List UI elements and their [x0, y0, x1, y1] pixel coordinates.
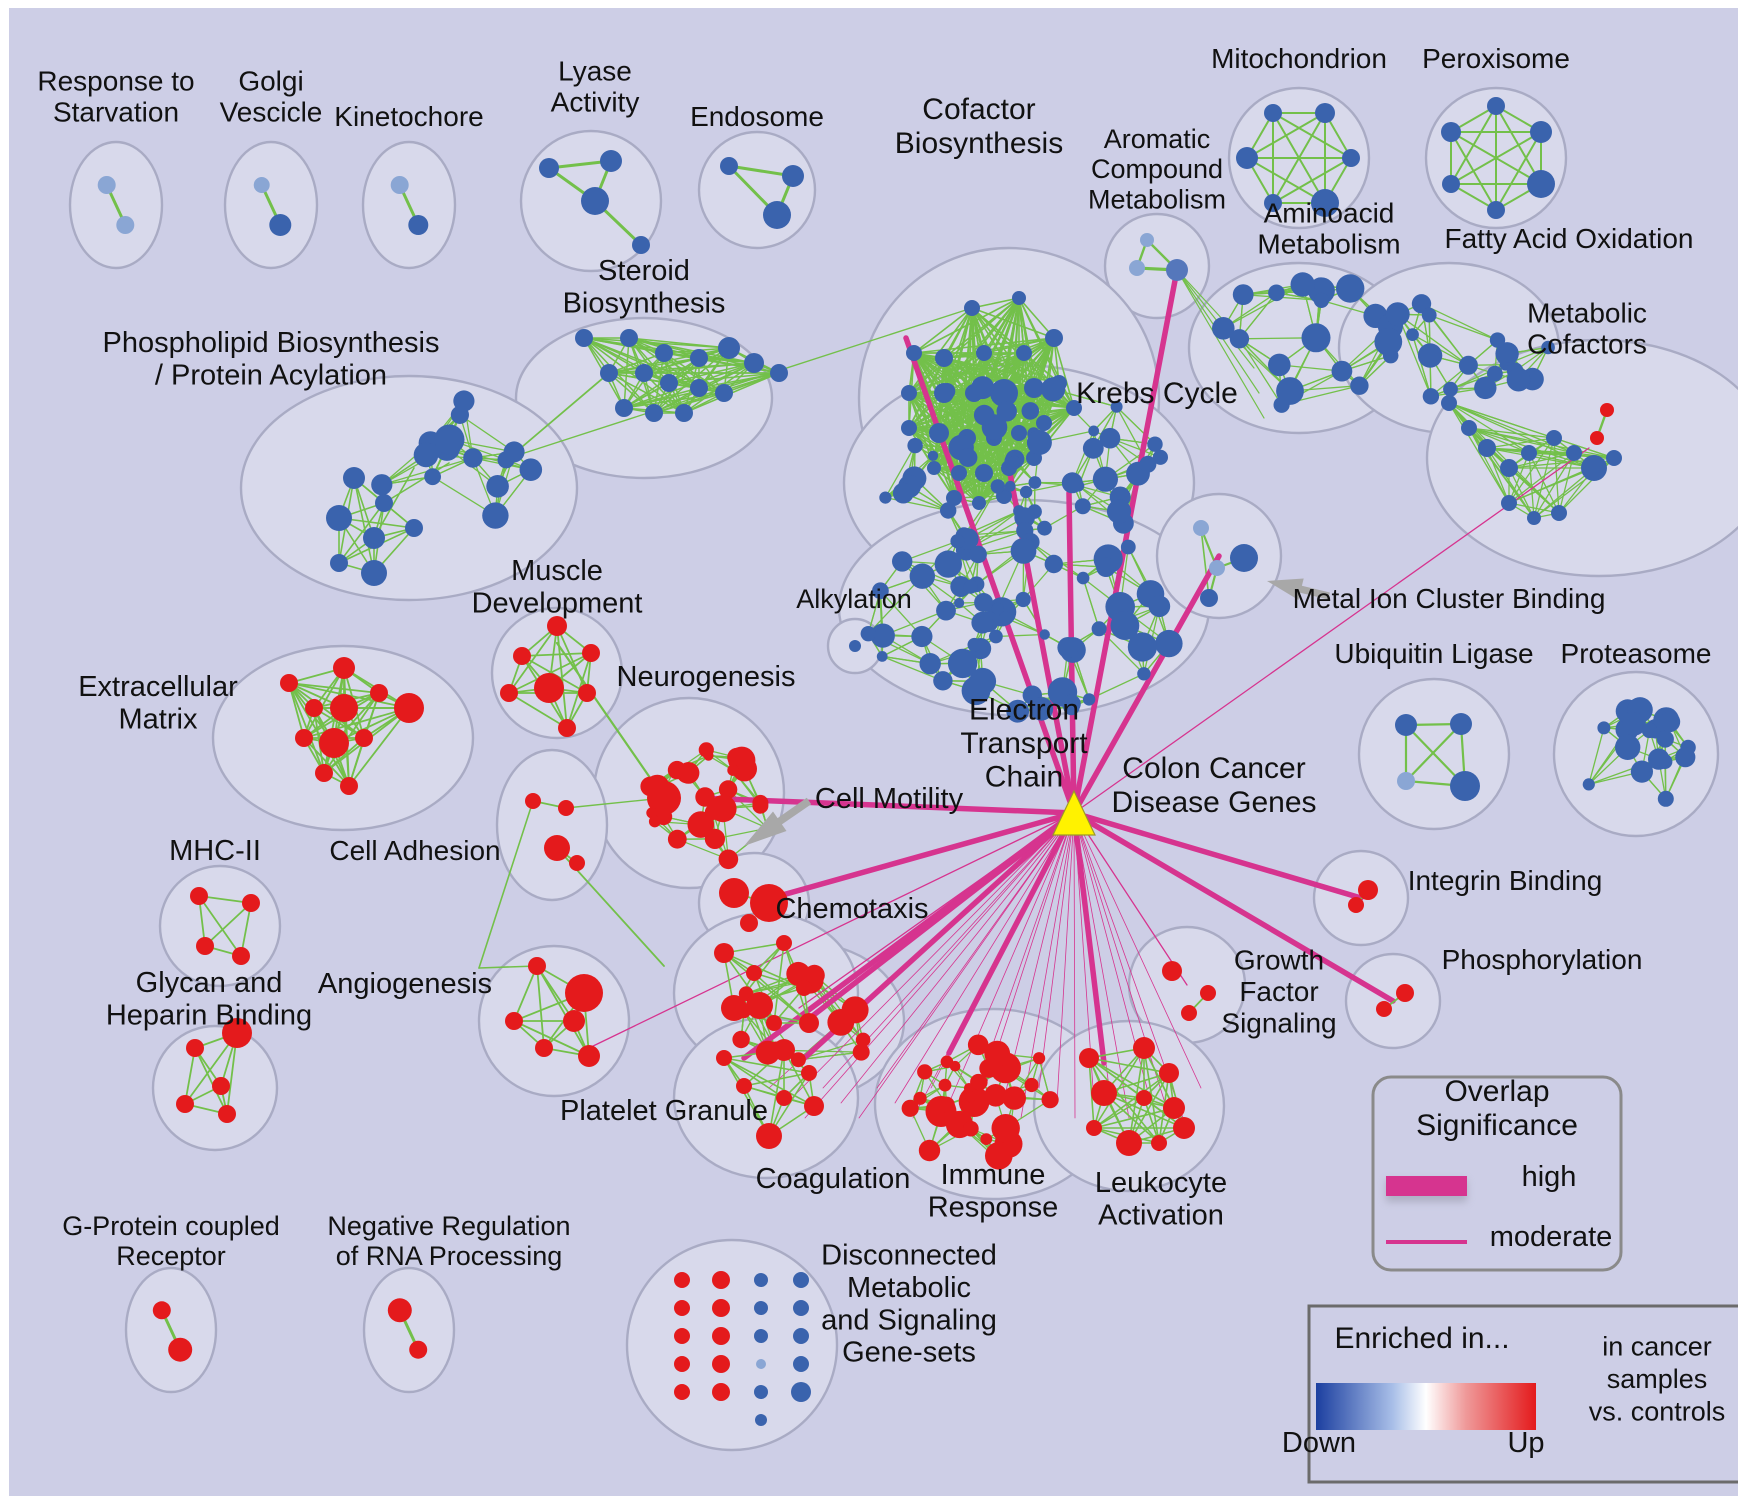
svg-text:Fatty Acid Oxidation: Fatty Acid Oxidation: [1444, 223, 1693, 254]
svg-text:Metal Ion Cluster Binding: Metal Ion Cluster Binding: [1293, 583, 1606, 614]
svg-text:Neurogenesis: Neurogenesis: [617, 661, 796, 693]
svg-text:MHC-II: MHC-II: [169, 835, 261, 867]
svg-text:high: high: [1522, 1161, 1577, 1193]
svg-text:Phosphorylation: Phosphorylation: [1442, 944, 1643, 975]
svg-text:Ubiquitin Ligase: Ubiquitin Ligase: [1334, 638, 1533, 669]
svg-text:moderate: moderate: [1490, 1221, 1613, 1253]
svg-text:Enriched in...: Enriched in...: [1334, 1322, 1509, 1355]
svg-text:Krebs Cycle: Krebs Cycle: [1076, 377, 1238, 410]
svg-text:Mitochondrion: Mitochondrion: [1211, 43, 1387, 74]
svg-text:Cell Adhesion: Cell Adhesion: [329, 835, 500, 866]
svg-text:Alkylation: Alkylation: [796, 584, 912, 614]
svg-text:Down: Down: [1282, 1427, 1356, 1459]
svg-text:Proteasome: Proteasome: [1561, 638, 1712, 669]
svg-text:Coagulation: Coagulation: [756, 1163, 911, 1195]
svg-text:Peroxisome: Peroxisome: [1422, 43, 1570, 74]
svg-text:Chemotaxis: Chemotaxis: [775, 893, 928, 925]
svg-text:Kinetochore: Kinetochore: [334, 101, 483, 132]
svg-text:Integrin Binding: Integrin Binding: [1408, 865, 1603, 896]
svg-text:Angiogenesis: Angiogenesis: [318, 968, 492, 1000]
svg-text:Endosome: Endosome: [690, 101, 824, 132]
svg-text:Up: Up: [1507, 1427, 1544, 1459]
svg-text:Cell Motility: Cell Motility: [815, 783, 964, 815]
svg-text:Platelet Granule: Platelet Granule: [560, 1095, 768, 1127]
